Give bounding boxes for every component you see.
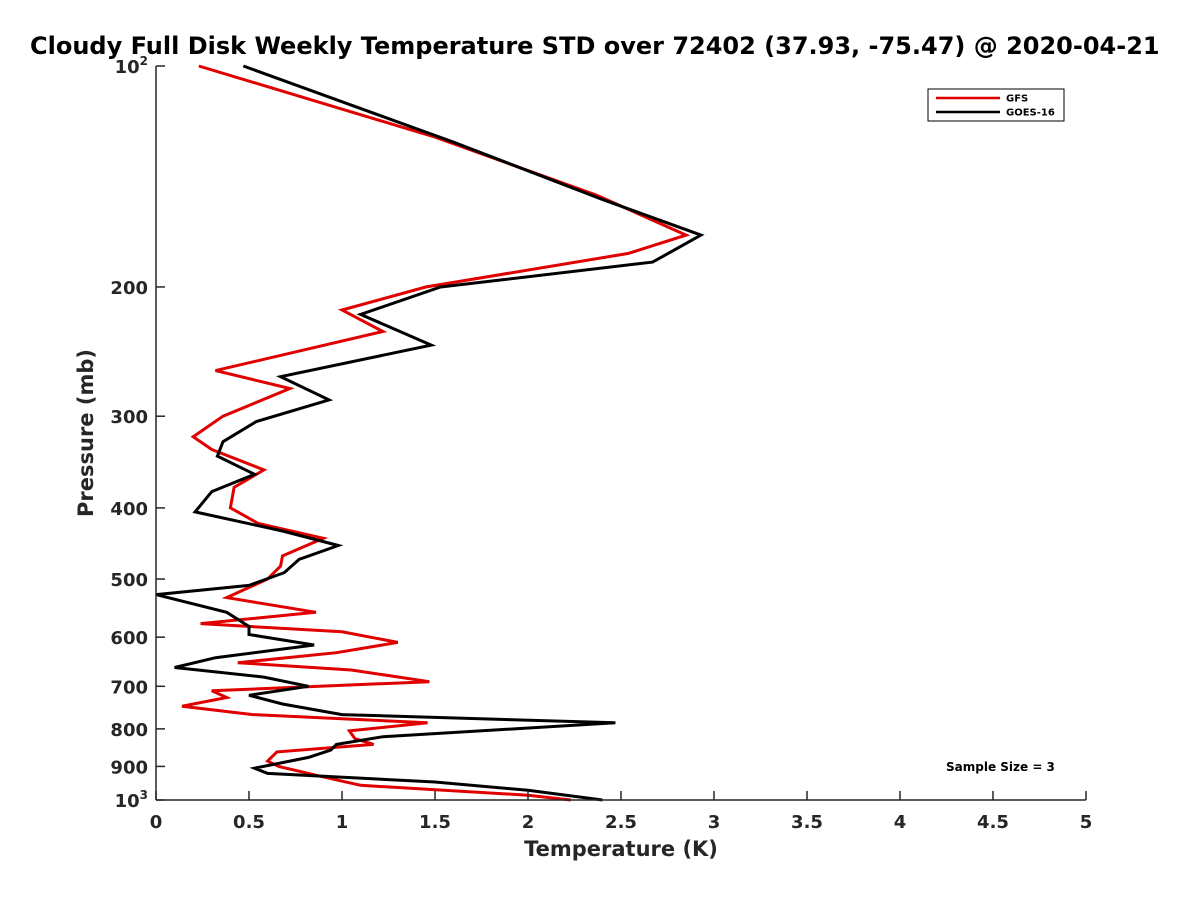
y-tick-label: 102 bbox=[115, 54, 148, 78]
y-tick-label: 900 bbox=[110, 757, 148, 778]
y-tick-label: 200 bbox=[110, 278, 148, 299]
x-tick-label: 4.5 bbox=[977, 812, 1009, 833]
legend: GFS GOES-16 bbox=[927, 88, 1065, 122]
y-tick-group: 102 200 300 400 500 600 700 800 900 103 bbox=[110, 54, 165, 812]
x-tick-group: 0 0.5 1 1.5 2 2.5 3 3.5 4 4.5 5 bbox=[150, 791, 1093, 833]
y-tick-label: 103 bbox=[115, 788, 148, 812]
x-tick-label: 0 bbox=[150, 812, 163, 833]
x-tick-label: 0.5 bbox=[233, 812, 265, 833]
series-line-gfs bbox=[181, 64, 691, 802]
legend-label: GFS bbox=[1006, 94, 1028, 105]
x-axis-label: Temperature (K) bbox=[524, 837, 718, 861]
y-tick-label: 500 bbox=[110, 570, 148, 591]
x-tick-label: 2.5 bbox=[605, 812, 637, 833]
x-tick-label: 3 bbox=[708, 812, 721, 833]
chart-title: Cloudy Full Disk Weekly Temperature STD … bbox=[30, 32, 1160, 60]
x-tick-label: 1.5 bbox=[419, 812, 451, 833]
x-tick-label: 5 bbox=[1080, 812, 1093, 833]
y-tick-label: 600 bbox=[110, 628, 148, 649]
y-tick-label: 800 bbox=[110, 720, 148, 741]
y-axis-label: Pressure (mb) bbox=[74, 349, 98, 517]
sample-size-annotation: Sample Size = 3 bbox=[946, 760, 1055, 774]
legend-label: GOES-16 bbox=[1006, 108, 1055, 119]
x-tick-label: 4 bbox=[894, 812, 907, 833]
y-tick-label: 700 bbox=[110, 677, 148, 698]
x-tick-label: 3.5 bbox=[791, 812, 823, 833]
y-tick-label: 300 bbox=[110, 407, 148, 428]
x-tick-label: 2 bbox=[522, 812, 535, 833]
legend-box bbox=[927, 88, 1065, 122]
x-tick-label: 1 bbox=[336, 812, 349, 833]
y-tick-label: 400 bbox=[110, 499, 148, 520]
